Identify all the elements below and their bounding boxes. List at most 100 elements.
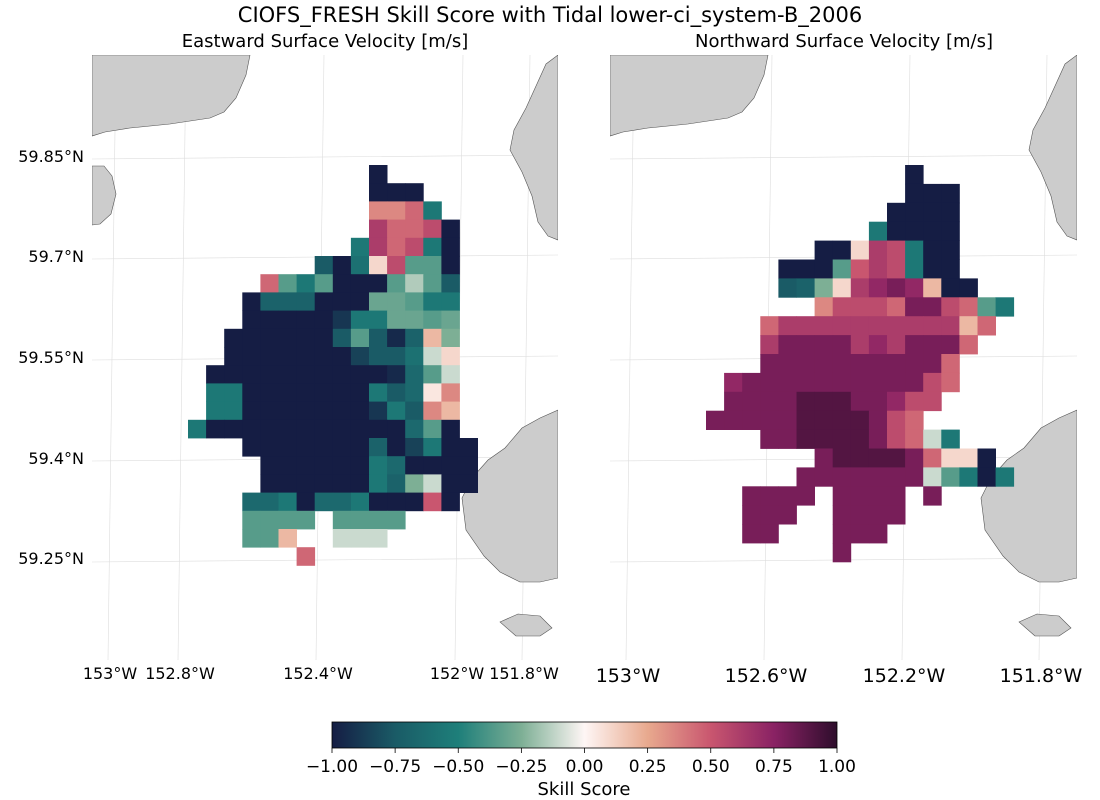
skill-cell-eastward bbox=[332, 438, 352, 457]
skill-cell-eastward bbox=[423, 401, 442, 421]
skill-cell-northward bbox=[760, 354, 779, 374]
skill-cell-northward bbox=[778, 278, 797, 298]
skill-cell-eastward bbox=[314, 274, 334, 293]
skill-cell-eastward bbox=[332, 401, 352, 421]
skill-cell-northward bbox=[887, 221, 906, 241]
skill-cell-eastward bbox=[423, 474, 442, 493]
skill-cell-eastward bbox=[387, 456, 406, 475]
skill-cell-eastward bbox=[314, 419, 334, 439]
skill-cell-northward bbox=[832, 391, 852, 412]
skill-cell-northward bbox=[923, 221, 942, 241]
skill-cell-northward bbox=[905, 259, 924, 279]
skill-cell-eastward bbox=[387, 274, 406, 293]
skill-cell-eastward bbox=[387, 292, 406, 311]
skill-cell-northward bbox=[760, 505, 779, 525]
land-east-mainland bbox=[1028, 55, 1077, 241]
lat-tick-label: 59.55°N bbox=[18, 348, 84, 367]
skill-cell-eastward bbox=[332, 274, 352, 293]
skill-cell-northward bbox=[760, 486, 779, 506]
skill-cell-eastward bbox=[387, 347, 406, 366]
skill-cell-northward bbox=[868, 505, 888, 525]
skill-cell-northward bbox=[868, 335, 888, 355]
skill-cell-eastward bbox=[350, 292, 370, 311]
skill-cell-northward bbox=[887, 354, 906, 374]
skill-cell-northward bbox=[778, 486, 797, 506]
skill-cell-northward bbox=[941, 259, 960, 279]
skill-cell-eastward bbox=[369, 328, 388, 348]
skill-cell-eastward bbox=[242, 347, 261, 366]
graticule-line bbox=[92, 557, 558, 563]
skill-cell-eastward bbox=[206, 419, 225, 439]
lat-tick-labels: 59.85°N 59.7°N 59.55°N 59.4°N 59.25°N bbox=[18, 147, 84, 568]
skill-cell-northward bbox=[868, 372, 888, 393]
skill-cell-northward bbox=[796, 429, 815, 449]
skill-cell-eastward bbox=[296, 365, 316, 384]
skill-cell-northward bbox=[814, 240, 834, 260]
land-west-islet bbox=[92, 165, 117, 226]
skill-cell-northward bbox=[941, 429, 960, 449]
skill-cell-eastward bbox=[278, 438, 297, 457]
skill-cell-eastward bbox=[405, 365, 424, 384]
skill-cell-northward bbox=[814, 467, 834, 487]
skill-cell-eastward bbox=[350, 274, 370, 293]
skill-cell-eastward bbox=[332, 256, 352, 275]
lon-tick-label: 153°W bbox=[83, 664, 138, 683]
skill-cell-eastward bbox=[350, 237, 370, 257]
lat-tick-label: 59.4°N bbox=[28, 449, 84, 468]
skill-cell-eastward bbox=[441, 438, 460, 457]
skill-cell-eastward bbox=[260, 419, 279, 439]
land-northwest bbox=[92, 55, 251, 137]
skill-cell-eastward bbox=[332, 474, 352, 493]
skill-cell-eastward bbox=[441, 328, 460, 348]
skill-cell-northward bbox=[923, 297, 942, 317]
skill-cell-eastward bbox=[350, 456, 370, 475]
skill-cell-eastward bbox=[296, 347, 316, 366]
skill-cell-northward bbox=[814, 429, 834, 449]
skill-cell-eastward bbox=[296, 292, 316, 311]
lon-tick-label: 151.8°W bbox=[1000, 665, 1083, 687]
skill-cell-eastward bbox=[224, 365, 243, 384]
skill-cell-northward bbox=[923, 335, 942, 355]
skill-cell-northward bbox=[778, 316, 797, 336]
skill-cell-eastward bbox=[441, 219, 460, 239]
skill-cell-northward bbox=[923, 240, 942, 260]
skill-cell-eastward bbox=[369, 474, 388, 493]
skill-cell-northward bbox=[796, 467, 815, 487]
skill-cell-northward bbox=[923, 429, 942, 449]
skill-cell-eastward bbox=[387, 310, 406, 330]
skill-cell-eastward bbox=[314, 256, 334, 275]
skill-cell-northward bbox=[796, 278, 815, 298]
skill-cell-northward bbox=[941, 202, 960, 223]
skill-cell-eastward bbox=[369, 492, 388, 512]
skill-cell-northward bbox=[959, 316, 978, 336]
skill-cell-eastward bbox=[350, 510, 370, 530]
skill-cell-eastward bbox=[350, 529, 370, 548]
skill-cell-eastward bbox=[423, 456, 442, 475]
skill-cell-eastward bbox=[278, 401, 297, 421]
skill-cell-northward bbox=[959, 448, 978, 468]
skill-cell-northward bbox=[868, 524, 888, 544]
skill-cell-northward bbox=[814, 259, 834, 279]
skill-cell-northward bbox=[742, 524, 761, 544]
skill-cell-eastward bbox=[350, 438, 370, 457]
skill-cell-eastward bbox=[278, 529, 297, 548]
skill-cell-northward bbox=[796, 335, 815, 355]
skill-cell-northward bbox=[905, 165, 924, 185]
skill-cell-eastward bbox=[387, 201, 406, 220]
skill-cell-eastward bbox=[242, 292, 261, 311]
skill-cell-northward bbox=[941, 183, 960, 204]
skill-cell-eastward bbox=[441, 274, 460, 293]
lon-tick-labels-left: 153°W 152.8°W 152.4°W 152°W 151.8°W bbox=[83, 664, 559, 683]
skill-cell-eastward bbox=[405, 274, 424, 293]
skill-cell-northward bbox=[850, 448, 870, 468]
skill-cell-northward bbox=[706, 410, 725, 430]
colorbar-tick-label: 0.50 bbox=[692, 757, 730, 777]
skill-cell-eastward bbox=[369, 456, 388, 475]
skill-cell-northward bbox=[923, 183, 942, 204]
skill-cell-eastward bbox=[369, 438, 388, 457]
skill-cell-northward bbox=[905, 183, 924, 204]
skill-cell-northward bbox=[923, 467, 942, 487]
skill-cell-northward bbox=[923, 372, 942, 393]
skill-cell-eastward bbox=[405, 456, 424, 475]
skill-cell-eastward bbox=[278, 419, 297, 439]
